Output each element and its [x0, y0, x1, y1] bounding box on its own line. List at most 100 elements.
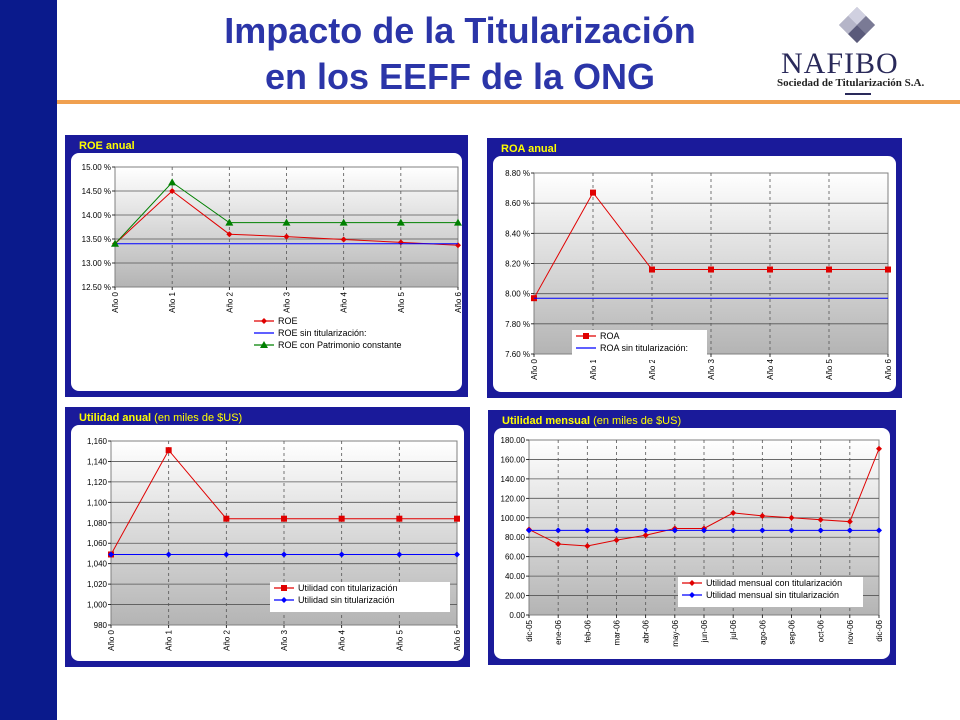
chart-title: ROE anual: [79, 140, 135, 152]
left-accent-bar: [0, 0, 57, 720]
x-tick-label: oct-06: [817, 619, 826, 642]
nafibo-logo: NAFIBO Sociedad de Titularización S.A.: [775, 5, 945, 95]
legend-marker: [261, 318, 267, 324]
legend-label: Utilidad mensual con titularización: [706, 578, 842, 588]
x-tick-label: Año 3: [283, 291, 292, 312]
series-1: [108, 551, 460, 558]
data-point: [826, 266, 832, 273]
data-point: [396, 218, 405, 226]
x-tick-label: Año 5: [395, 629, 404, 650]
data-point: [526, 527, 532, 534]
slide-title: Impacto de la Titularización en los EEFF…: [110, 8, 810, 100]
legend-marker: [260, 341, 268, 348]
chart-roe: ROE anual 12.50 % 13.00 % 13.50 % 14.00 % 14.…: [65, 135, 468, 397]
data-point: [788, 514, 795, 521]
chart-roa: ROA anual 7.60 % 7.80 % 8.00 % 8.20 % 8.40 % 8…: [487, 138, 902, 398]
data-point: [671, 527, 678, 534]
legend-label: ROA sin titularización:: [600, 343, 688, 353]
chart-title-main: Utilidad mensual: [502, 415, 590, 427]
x-tick-label: Año 2: [648, 358, 657, 379]
y-tick-label: 8.40 %: [505, 229, 530, 238]
title-divider: [57, 100, 960, 104]
data-point: [642, 527, 649, 534]
x-tick-label: Año 0: [530, 358, 539, 379]
data-point: [613, 527, 620, 534]
diamond-logo-icon: [839, 7, 875, 43]
data-point: [283, 233, 290, 240]
x-tick-label: nov-06: [846, 619, 855, 644]
x-tick-label: feb-06: [583, 619, 592, 642]
data-point: [225, 218, 234, 226]
y-tick-label: 1,080: [87, 519, 108, 528]
x-tick-label: Año 0: [107, 629, 116, 650]
y-tick-label: 160.00: [501, 455, 526, 464]
data-point: [455, 242, 461, 249]
legend-label: Utilidad mensual sin titularización: [706, 590, 839, 600]
y-tick-label: 7.60 %: [505, 350, 530, 359]
x-tick-label: sep-06: [788, 619, 797, 644]
x-tick-label: Año 2: [225, 291, 234, 312]
y-tick-label: 1,020: [87, 580, 108, 589]
logo-subtitle: Sociedad de Titularización S.A.: [777, 77, 925, 89]
chart-utilidad-mensual: Utilidad mensual (en miles de $US) 0.00 20…: [488, 410, 896, 665]
legend: Utilidad con titularización Utilidad sin …: [270, 582, 450, 612]
legend-box: [270, 582, 450, 612]
data-point: [111, 239, 119, 247]
x-tick-label: Año 5: [825, 358, 834, 379]
chart-title-main: ROE anual: [79, 140, 135, 152]
legend-box: [250, 315, 450, 357]
chart-title: Utilidad anual (en miles de $US): [79, 412, 242, 424]
x-tick-label: Año 5: [397, 291, 406, 312]
title-line-2: en los EEFF de la ONG: [264, 56, 656, 97]
data-point: [759, 527, 766, 534]
legend-box: [678, 577, 863, 607]
y-tick-label: 13.50 %: [82, 235, 111, 244]
x-tick-label: ago-06: [758, 619, 767, 644]
y-tick-label: 0.00: [509, 611, 525, 620]
data-point: [759, 512, 766, 519]
x-tick-label: Año 0: [111, 291, 120, 312]
y-tick-label: 8.20 %: [505, 260, 530, 269]
data-point: [767, 266, 773, 273]
data-point: [584, 527, 591, 534]
x-tick-label: Año 3: [280, 629, 289, 650]
y-tick-label: 12.50 %: [82, 283, 111, 292]
x-tick-label: Año 3: [707, 358, 716, 379]
legend: Utilidad mensual con titularización Utili…: [678, 577, 863, 607]
data-point: [226, 231, 233, 238]
chart-title-sub: (en miles de $US): [151, 412, 242, 424]
data-point: [584, 542, 591, 549]
data-point: [876, 445, 882, 452]
chart-title: Utilidad mensual (en miles de $US): [502, 415, 681, 427]
legend-marker: [689, 580, 695, 586]
legend-marker: [689, 592, 695, 598]
x-tick-label: Año 6: [884, 358, 893, 379]
x-tick-label: Año 1: [165, 629, 174, 650]
data-point: [649, 266, 655, 273]
x-tick-label: ene-06: [554, 619, 563, 644]
y-tick-label: 1,160: [87, 437, 108, 446]
x-tick-label: Año 6: [453, 629, 462, 650]
data-point: [223, 515, 230, 522]
y-tick-label: 980: [94, 621, 108, 630]
y-tick-label: 8.80 %: [505, 169, 530, 178]
x-tick-label: Año 6: [454, 291, 463, 312]
data-point: [708, 266, 714, 273]
data-point: [338, 551, 345, 558]
y-tick-label: 120.00: [501, 494, 526, 503]
chart-title-main: ROA anual: [501, 143, 557, 155]
legend: ROE ROE sin titularización: ROE con Patrim…: [250, 315, 450, 357]
data-point: [396, 551, 403, 558]
y-tick-label: 80.00: [505, 533, 526, 542]
x-tick-label: Año 1: [168, 291, 177, 312]
y-tick-label: 180.00: [501, 436, 526, 445]
data-point: [642, 532, 649, 539]
y-tick-label: 14.50 %: [82, 187, 111, 196]
title-line-1: Impacto de la Titularización: [224, 10, 696, 51]
x-tick-label: mar-06: [613, 619, 622, 645]
data-point: [339, 218, 348, 226]
data-point: [282, 218, 291, 226]
chart-title-main: Utilidad anual: [79, 412, 151, 424]
y-tick-label: 8.60 %: [505, 199, 530, 208]
y-tick-label: 100.00: [501, 514, 526, 523]
